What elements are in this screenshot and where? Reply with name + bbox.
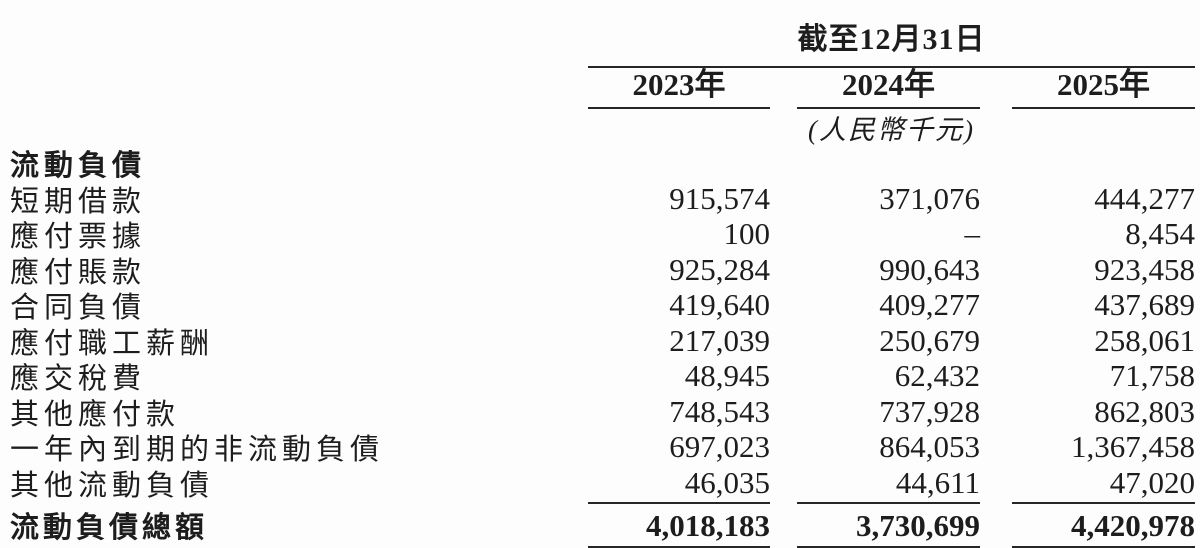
value-2024: 864,053 xyxy=(879,429,980,465)
value-2023: 217,039 xyxy=(669,322,770,358)
total-row: 流動負債總額 4,018,183 3,730,699 4,420,978 xyxy=(0,501,1200,548)
column-header-2025: 2025年 xyxy=(1012,67,1195,109)
unit-note: (人民幣千元) xyxy=(808,114,975,145)
total-value-2025: 4,420,978 xyxy=(1012,501,1195,548)
value-2024: 44,611 xyxy=(895,464,980,500)
table-row: 其他流動負債 46,035 44,611 47,020 xyxy=(0,464,1200,502)
table-row: 應付票據 100 – 8,454 xyxy=(0,216,1200,253)
value-2024: 990,643 xyxy=(879,251,980,287)
value-2025: 1,367,458 xyxy=(1071,429,1195,465)
table-row: 合同負債 419,640 409,277 437,689 xyxy=(0,287,1200,324)
value-2024: 737,928 xyxy=(879,393,980,429)
value-2025: 862,803 xyxy=(1094,393,1195,429)
table-row: 應付職工薪酬 217,039 250,679 258,061 xyxy=(0,322,1200,360)
column-header-2023: 2023年 xyxy=(588,67,770,109)
year-header-row: 2023年 2024年 2025年 xyxy=(0,67,1200,109)
row-label: 短期借款 xyxy=(10,185,147,218)
section-title: 流動負債 xyxy=(10,150,147,182)
total-value-2024: 3,730,699 xyxy=(797,501,980,548)
value-2024: 371,076 xyxy=(879,180,980,216)
value-2025: 437,689 xyxy=(1094,287,1195,323)
row-label: 應交稅費 xyxy=(10,363,147,396)
row-label: 合同負債 xyxy=(10,292,147,325)
value-2023: 48,945 xyxy=(684,358,770,394)
unit-note-row: (人民幣千元) xyxy=(0,109,1200,145)
column-header-2024: 2024年 xyxy=(797,67,980,109)
value-2025: 444,277 xyxy=(1094,180,1195,216)
value-2023: 419,640 xyxy=(669,287,770,323)
table-row: 一年內到期的非流動負債 697,023 864,053 1,367,458 xyxy=(0,429,1200,466)
row-label: 應付職工薪酬 xyxy=(10,327,215,360)
table-row: 短期借款 915,574 371,076 444,277 xyxy=(0,180,1200,218)
value-2023: 915,574 xyxy=(669,180,770,216)
value-2025: 923,458 xyxy=(1094,251,1195,287)
value-2025: 71,758 xyxy=(1109,358,1195,394)
period-title: 截至12月31日 xyxy=(588,0,1195,68)
value-2023: 925,284 xyxy=(669,251,770,287)
value-2023: 46,035 xyxy=(684,464,770,500)
value-2025: 47,020 xyxy=(1109,464,1195,500)
row-label: 一年內到期的非流動負債 xyxy=(10,434,385,467)
value-2024: – xyxy=(964,216,981,252)
table-row: 應交稅費 48,945 62,432 71,758 xyxy=(0,358,1200,395)
value-2024: 409,277 xyxy=(879,287,980,323)
row-label: 其他流動負債 xyxy=(10,469,215,502)
total-value-2023: 4,018,183 xyxy=(588,501,770,548)
label-column-spacer xyxy=(10,68,588,109)
table-row: 應付賬款 925,284 990,643 923,458 xyxy=(0,251,1200,289)
value-2024: 62,432 xyxy=(894,358,980,394)
value-2024: 250,679 xyxy=(879,322,980,358)
value-2025: 258,061 xyxy=(1094,322,1195,358)
section-header-row: 流動負債 xyxy=(0,145,1200,182)
value-2023: 748,543 xyxy=(669,393,770,429)
value-2023: 697,023 xyxy=(669,429,770,465)
table-header-block: 截至12月31日 xyxy=(0,0,1200,68)
row-label: 應付賬款 xyxy=(10,256,147,289)
row-label: 其他應付款 xyxy=(10,398,181,431)
row-label: 應付票據 xyxy=(10,221,147,254)
value-2023: 100 xyxy=(723,216,771,252)
table-row: 其他應付款 748,543 737,928 862,803 xyxy=(0,393,1200,431)
total-row-label: 流動負債總額 xyxy=(10,512,209,544)
value-2025: 8,454 xyxy=(1125,216,1195,252)
